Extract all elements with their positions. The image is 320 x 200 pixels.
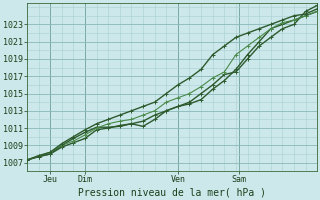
X-axis label: Pression niveau de la mer( hPa ): Pression niveau de la mer( hPa ): [78, 187, 266, 197]
